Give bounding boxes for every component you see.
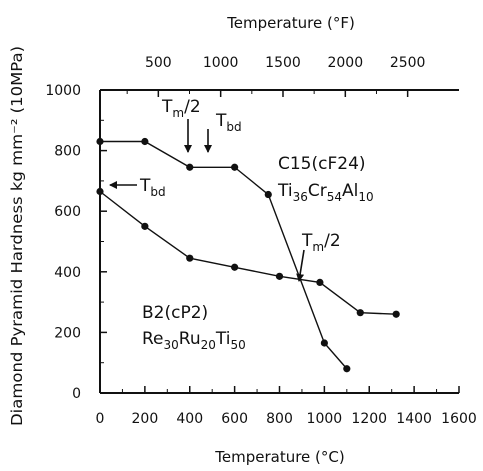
tm2-label-b2: Tm/2 [301,231,341,254]
data-point-series-2 [356,309,364,317]
y-tick-label: 0 [72,386,81,402]
x-tick-label: 200 [132,411,159,427]
x-tick-label: 1400 [396,411,432,427]
y-tick-label: 200 [54,325,81,341]
tbd-label-b2: Tbd [139,176,166,199]
x2-tick-label: 2000 [327,55,363,71]
top-axis-title: Temperature (°F) [226,14,355,32]
x2-tick-label: 1000 [203,55,239,71]
ticks [99,89,460,394]
data-point-series-1 [141,137,149,146]
x-tick-label: 0 [96,411,105,427]
x-tick-label: 400 [176,411,203,427]
x2-tick-label: 2500 [390,55,426,71]
data-point-series-2 [186,254,194,262]
c15-phase-label: C15(cF24) [278,154,366,174]
data-points [96,137,400,373]
tbd-label-c15: Tbd [215,111,242,134]
x2-tick-label: 1500 [265,55,301,71]
data-point-series-1 [343,365,351,373]
x-tick-label: 800 [266,411,293,427]
data-point-series-2 [316,278,324,287]
c15-composition-label: Ti36Cr54Al10 [277,181,374,204]
y-tick-label: 400 [54,265,81,281]
data-point-series-1 [96,137,104,146]
data-point-series-1 [186,163,194,171]
tm2-label-c15: Tm/2 [161,97,201,120]
data-point-series-1 [264,190,272,199]
b2-phase-label: B2(cP2) [142,303,208,323]
x2-tick-label: 500 [145,55,172,71]
data-point-series-1 [320,339,328,347]
series-line-2 [99,190,397,315]
x-tick-label: 1200 [351,411,387,427]
b2-composition-label: Re30Ru20Ti50 [142,329,246,352]
y-tick-label: 1000 [45,83,81,99]
data-point-series-2 [231,263,239,271]
x-tick-label: 600 [221,411,248,427]
tm2-arrow-b2 [296,249,305,282]
x-axis-title: Temperature (°C) [214,448,344,466]
y-tick-label: 600 [54,204,81,220]
y-tick-label: 800 [54,144,81,160]
x-tick-label: 1000 [307,411,343,427]
tick-labels: 0 200 400 600 800 1000 1200 1400 1600 0 200 400 600 8… [45,55,476,427]
x-tick-label: 1600 [441,411,477,427]
data-point-series-2 [392,310,400,318]
data-point-series-1 [231,163,239,171]
data-point-series-2 [141,222,149,230]
data-point-series-2 [96,187,104,196]
data-point-series-2 [275,272,284,280]
y-axis-title: Diamond Pyramid Hardness kg mm⁻² (10MPa) [8,46,26,426]
